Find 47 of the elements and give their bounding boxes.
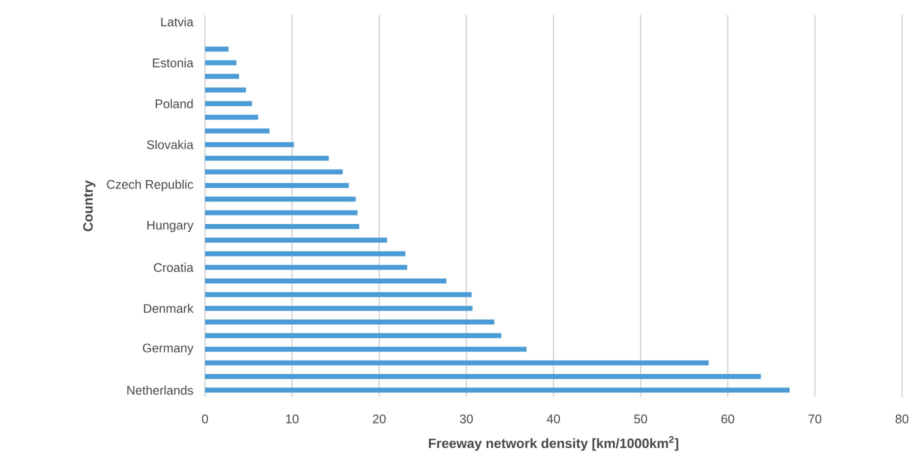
bar: [205, 101, 252, 106]
bar: [205, 251, 406, 256]
x-tick-label: 30: [460, 414, 473, 424]
x-tick-label: 80: [896, 414, 908, 424]
bar: [205, 60, 236, 66]
bar: [205, 196, 356, 202]
y-tick-label: Slovakia: [146, 140, 194, 150]
bar: [205, 264, 408, 270]
bar: [205, 142, 294, 148]
x-tick-label: 40: [546, 414, 560, 424]
x-tick-label: 60: [721, 414, 734, 424]
bar: [205, 169, 343, 174]
y-tick-label: Germany: [142, 344, 194, 355]
x-tick-label: 70: [808, 414, 822, 424]
y-tick-label: Denmark: [144, 304, 194, 313]
bar: [205, 333, 502, 338]
y-tick-label: Hungary: [147, 220, 194, 232]
y-tick-label: Latvia: [161, 17, 194, 26]
bar: [205, 292, 472, 298]
y-tick-label: Croatia: [154, 262, 194, 272]
bar: [205, 388, 790, 393]
bar: [205, 238, 388, 243]
bar: [205, 46, 229, 52]
bar: [205, 278, 446, 284]
x-tick-label: 20: [372, 414, 386, 424]
bar: [205, 374, 761, 380]
x-axis-title: Freeway network density [km/1000km$^{2}$]: [428, 436, 678, 451]
bar: [205, 128, 270, 134]
bar: [205, 360, 709, 366]
bar: [205, 74, 239, 79]
y-axis-title: Country: [83, 180, 96, 232]
bar: [205, 210, 358, 216]
x-tick-label: 50: [634, 414, 648, 424]
x-tick-label: 0: [202, 414, 208, 424]
x-tick-label: 10: [286, 414, 299, 424]
bar: [205, 156, 329, 161]
bar: [205, 319, 494, 324]
bar: [205, 114, 258, 120]
bar: [205, 346, 526, 352]
y-tick-label: Netherlands: [127, 386, 194, 395]
y-tick-label: Estonia: [152, 58, 194, 68]
y-tick-label: Czech Republic: [106, 180, 194, 192]
bar: [205, 183, 349, 188]
bar: [205, 88, 246, 93]
bar: [205, 306, 472, 311]
y-tick-label: Poland: [156, 99, 193, 108]
bar: [205, 224, 360, 229]
